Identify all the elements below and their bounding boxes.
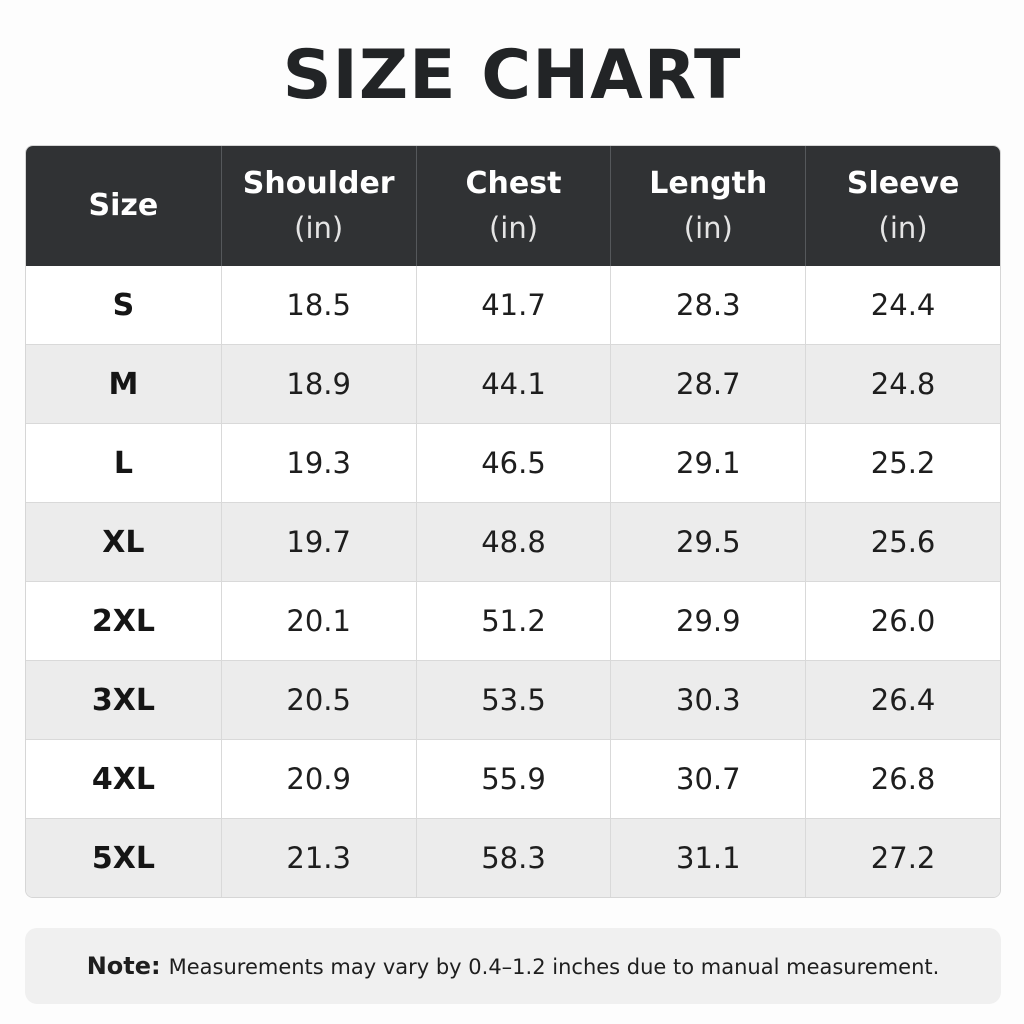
- shoulder-cell: 18.5: [220, 266, 416, 344]
- table-row: XL 19.7 48.8 29.5 25.6: [26, 502, 1000, 581]
- length-cell: 29.1: [610, 423, 806, 502]
- size-cell: L: [26, 423, 221, 502]
- sleeve-cell: 25.2: [805, 423, 1000, 502]
- sleeve-cell: 27.2: [805, 818, 1000, 897]
- note-label: Note:: [86, 952, 161, 980]
- size-cell: 3XL: [26, 660, 221, 739]
- chest-cell: 53.5: [415, 660, 611, 739]
- chest-cell: 58.3: [415, 818, 611, 897]
- header-shoulder: Shoulder (in): [220, 146, 416, 266]
- table-row: 4XL 20.9 55.9 30.7 26.8: [26, 739, 1000, 818]
- length-cell: 29.9: [610, 581, 806, 660]
- page-title: SIZE CHART: [282, 36, 742, 115]
- size-cell: M: [26, 344, 221, 423]
- table-row: 3XL 20.5 53.5 30.3 26.4: [26, 660, 1000, 739]
- size-table: Size Shoulder (in) Chest (in) Length (in) S…: [25, 145, 1001, 898]
- table-row: 5XL 21.3 58.3 31.1 27.2: [26, 818, 1000, 897]
- header-shoulder-label: Shoulder: [242, 166, 395, 201]
- shoulder-cell: 19.3: [220, 423, 416, 502]
- sleeve-cell: 26.8: [805, 739, 1000, 818]
- length-cell: 29.5: [610, 502, 806, 581]
- size-cell: 4XL: [26, 739, 221, 818]
- note-box: Note: Measurements may vary by 0.4–1.2 in…: [25, 928, 1001, 1004]
- chest-cell: 55.9: [415, 739, 611, 818]
- header-length: Length (in): [610, 146, 806, 266]
- header-length-label: Length: [649, 166, 768, 201]
- size-cell: XL: [26, 502, 221, 581]
- shoulder-cell: 19.7: [220, 502, 416, 581]
- header-chest-label: Chest: [465, 166, 562, 201]
- header-length-unit: (in): [683, 211, 733, 245]
- table-row: 2XL 20.1 51.2 29.9 26.0: [26, 581, 1000, 660]
- shoulder-cell: 20.9: [220, 739, 416, 818]
- note-text: Measurements may vary by 0.4–1.2 inches …: [168, 955, 940, 979]
- sleeve-cell: 26.0: [805, 581, 1000, 660]
- length-cell: 30.3: [610, 660, 806, 739]
- chest-cell: 44.1: [415, 344, 611, 423]
- table-row: S 18.5 41.7 28.3 24.4: [26, 266, 1000, 344]
- shoulder-cell: 20.5: [220, 660, 416, 739]
- chest-cell: 48.8: [415, 502, 611, 581]
- size-cell: S: [26, 266, 221, 344]
- table-row: L 19.3 46.5 29.1 25.2: [26, 423, 1000, 502]
- sleeve-cell: 24.8: [805, 344, 1000, 423]
- shoulder-cell: 21.3: [220, 818, 416, 897]
- sleeve-cell: 24.4: [805, 266, 1000, 344]
- header-sleeve-label: Sleeve: [846, 166, 960, 201]
- chest-cell: 51.2: [415, 581, 611, 660]
- sleeve-cell: 25.6: [805, 502, 1000, 581]
- length-cell: 28.3: [610, 266, 806, 344]
- shoulder-cell: 18.9: [220, 344, 416, 423]
- header-shoulder-unit: (in): [294, 211, 344, 245]
- size-cell: 5XL: [26, 818, 221, 897]
- shoulder-cell: 20.1: [220, 581, 416, 660]
- header-size: Size: [26, 146, 221, 266]
- length-cell: 30.7: [610, 739, 806, 818]
- chest-cell: 46.5: [415, 423, 611, 502]
- header-sleeve: Sleeve (in): [805, 146, 1000, 266]
- length-cell: 31.1: [610, 818, 806, 897]
- chest-cell: 41.7: [415, 266, 611, 344]
- sleeve-cell: 26.4: [805, 660, 1000, 739]
- size-cell: 2XL: [26, 581, 221, 660]
- table-row: M 18.9 44.1 28.7 24.8: [26, 344, 1000, 423]
- header-chest: Chest (in): [415, 146, 611, 266]
- header-size-label: Size: [88, 188, 159, 223]
- length-cell: 28.7: [610, 344, 806, 423]
- table-header-row: Size Shoulder (in) Chest (in) Length (in) S…: [26, 146, 1000, 266]
- header-sleeve-unit: (in): [878, 211, 928, 245]
- header-chest-unit: (in): [488, 211, 539, 245]
